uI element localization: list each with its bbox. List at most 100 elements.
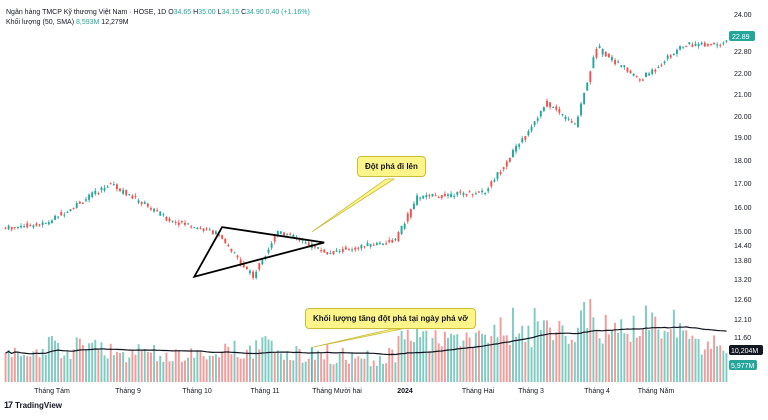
candle-body bbox=[703, 42, 706, 47]
volume-bar bbox=[645, 305, 647, 382]
ohlc-l-value: 34.15 bbox=[221, 9, 240, 16]
volume-bar bbox=[153, 345, 156, 382]
volume-bar bbox=[437, 343, 440, 382]
time-axis-tick: 2024 bbox=[397, 388, 413, 395]
candle-body bbox=[471, 194, 474, 196]
candle-body bbox=[391, 239, 394, 243]
candle-body bbox=[524, 136, 527, 140]
candle-body bbox=[669, 55, 672, 58]
volume-bar bbox=[239, 358, 242, 382]
candle-body bbox=[29, 225, 32, 227]
volume-bar bbox=[69, 358, 72, 382]
volume-ma-line bbox=[5, 326, 727, 356]
volume-bar bbox=[700, 354, 703, 382]
candle-body bbox=[607, 53, 610, 58]
volume-bar bbox=[595, 331, 598, 382]
candle-body bbox=[372, 244, 375, 246]
ohlc-o-value: 34.65 bbox=[173, 9, 192, 16]
volume-bar bbox=[623, 333, 626, 382]
candle-body bbox=[177, 222, 180, 225]
volume-bar bbox=[255, 340, 258, 382]
volume-bar bbox=[115, 351, 118, 382]
candle-body bbox=[258, 263, 261, 270]
volume-bar bbox=[465, 332, 468, 382]
volume-bar bbox=[372, 360, 375, 382]
time-axis-tick: Tháng Mười hai bbox=[312, 388, 362, 395]
volume-bar bbox=[660, 338, 663, 382]
candle-body bbox=[233, 252, 236, 254]
candle-body bbox=[267, 249, 270, 253]
volume-bar bbox=[369, 366, 372, 382]
tradingview-logo[interactable]: 17 TradingView bbox=[4, 400, 62, 410]
candle-body bbox=[146, 203, 149, 207]
volume-bar bbox=[196, 350, 199, 382]
candle-body bbox=[307, 242, 310, 246]
volume-bar bbox=[85, 349, 87, 382]
volume-bar bbox=[258, 349, 261, 382]
volume-bar bbox=[388, 347, 391, 382]
candle-body bbox=[227, 244, 230, 247]
candle-body bbox=[632, 73, 635, 76]
price-axis-tick: 21.00 bbox=[734, 92, 752, 99]
volume-bar bbox=[165, 352, 168, 382]
candle-body bbox=[187, 223, 190, 225]
volume-bar bbox=[35, 349, 38, 382]
volume-bar bbox=[50, 336, 53, 382]
volume-bar bbox=[539, 329, 542, 382]
volume-bar bbox=[598, 338, 601, 382]
price-axis-tick: 18.00 bbox=[734, 158, 752, 165]
candle-body bbox=[205, 228, 208, 230]
candle-body bbox=[174, 221, 177, 223]
candle-body bbox=[196, 228, 199, 230]
candle-body bbox=[394, 238, 397, 241]
candle-body bbox=[521, 138, 524, 143]
candle-body bbox=[641, 79, 644, 81]
volume-bar bbox=[552, 340, 555, 382]
candle-body bbox=[323, 249, 326, 253]
volume-bar bbox=[156, 361, 159, 382]
candle-body bbox=[412, 203, 415, 209]
candle-body bbox=[69, 209, 72, 211]
price-axis-tick: 13.80 bbox=[734, 258, 752, 265]
volume-bar bbox=[180, 361, 183, 382]
price-axis-tick: 24.00 bbox=[734, 12, 752, 19]
volume-indicator-label: Khối lượng (50, SMA) bbox=[6, 19, 75, 26]
volume-bar bbox=[546, 320, 548, 382]
candle-body bbox=[78, 201, 81, 204]
candle-body bbox=[369, 243, 372, 247]
candle-body bbox=[44, 222, 47, 224]
volume-bar bbox=[41, 348, 44, 382]
volume-bar bbox=[360, 358, 363, 382]
legend-volume: Khối lượng (50, SMA) 8,593M 12,279M bbox=[6, 19, 129, 26]
volume-bar bbox=[654, 316, 657, 382]
volume-bar bbox=[462, 340, 465, 382]
volume-bar bbox=[10, 357, 13, 382]
candle-body bbox=[685, 46, 688, 48]
volume-bar bbox=[570, 339, 573, 382]
candle-body bbox=[558, 109, 561, 113]
candle-body bbox=[286, 234, 289, 236]
volume-bar bbox=[366, 350, 369, 382]
candle-body bbox=[134, 195, 137, 197]
candle-body bbox=[137, 200, 140, 203]
volume-bar bbox=[66, 350, 69, 382]
volume-bar bbox=[604, 314, 607, 382]
candle-body bbox=[20, 226, 22, 228]
volume-bar bbox=[394, 362, 397, 382]
candle-body bbox=[224, 239, 227, 243]
candle-body bbox=[493, 179, 496, 182]
candle-body bbox=[502, 167, 505, 170]
candle-body bbox=[434, 195, 437, 197]
volume-bar bbox=[412, 341, 415, 382]
candle-body bbox=[638, 79, 641, 81]
volume-bar bbox=[112, 355, 115, 382]
volume-bar bbox=[140, 350, 143, 382]
volume-bar bbox=[307, 358, 310, 382]
volume-bar bbox=[487, 342, 490, 382]
volume-bar bbox=[47, 336, 50, 382]
volume-bar bbox=[32, 351, 35, 382]
candle-body bbox=[660, 64, 663, 66]
volume-bar bbox=[103, 355, 106, 382]
